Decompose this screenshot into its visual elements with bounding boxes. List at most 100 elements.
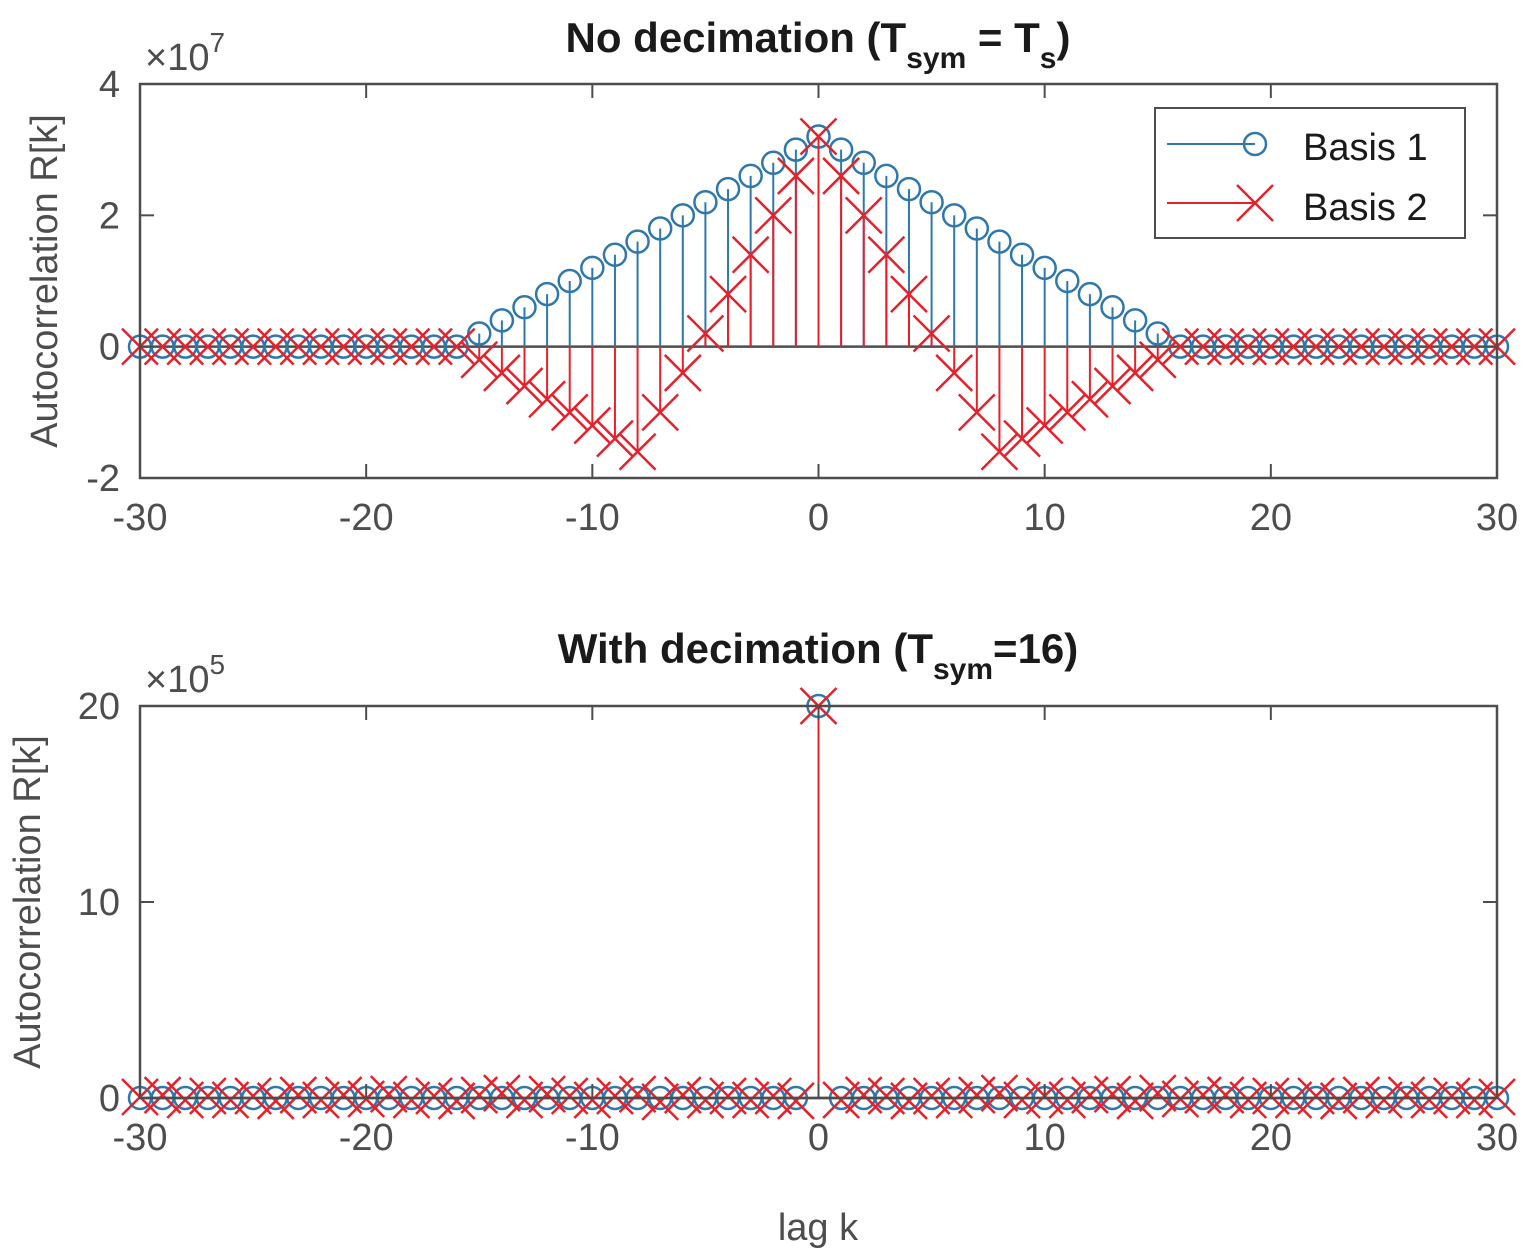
x-tick-label: 0: [808, 1117, 829, 1159]
y-tick-label: 20: [78, 686, 120, 728]
y-tick-label: 0: [99, 327, 120, 369]
marker-circle: [693, 189, 718, 215]
marker-x: [505, 367, 544, 405]
marker-circle: [715, 176, 741, 202]
title-end: ): [1056, 14, 1070, 61]
title-end: =16): [993, 625, 1078, 672]
x-tick-label: -10: [565, 1117, 620, 1159]
marker-x: [1116, 1082, 1155, 1120]
legend-marker-x: [1236, 184, 1274, 222]
marker-x: [1274, 1081, 1313, 1119]
marker-x: [302, 1081, 340, 1119]
marker-x: [1003, 419, 1041, 458]
x-tick-label: 30: [1476, 497, 1518, 539]
marker-circle: [919, 189, 944, 215]
marker-x: [460, 340, 499, 379]
legend-box: [1154, 107, 1466, 239]
marker-circle: [489, 308, 515, 333]
marker-x: [844, 196, 883, 235]
marker-x: [686, 314, 725, 353]
marker-circle: [964, 216, 990, 241]
y-axis-label-top: Autocorrelation R[k]: [24, 114, 66, 448]
axis-ticks-bottom: -30 -20 -10 0 10 20 30 0 10 20: [78, 686, 1518, 1159]
marker-x: [1025, 406, 1064, 445]
x-tick-label: -20: [339, 1117, 394, 1159]
marker-x: [392, 1081, 431, 1119]
marker-x: [369, 1075, 408, 1113]
marker-x: [957, 393, 996, 432]
marker-x: [143, 1076, 182, 1114]
title-sub-sym: sym: [906, 42, 966, 75]
title-sub-sym: sym: [933, 653, 993, 686]
marker-x: [731, 1081, 770, 1119]
legend-label-basis2: Basis 2: [1303, 187, 1428, 229]
marker-x: [1432, 1077, 1471, 1115]
marker-x: [890, 1082, 928, 1120]
marker-circle: [534, 281, 560, 307]
marker-x: [324, 1076, 363, 1114]
chart-title-top: No decimation (Tsym = Ts): [566, 14, 1071, 75]
marker-x: [867, 235, 906, 274]
marker-x: [1297, 1077, 1335, 1115]
x-tick-label: 20: [1250, 497, 1292, 539]
marker-circle: [1055, 268, 1080, 294]
marker-circle: [670, 203, 696, 228]
marker-x: [573, 406, 612, 445]
marker-x: [912, 1077, 951, 1115]
series-basis-2: [121, 687, 1516, 1121]
marker-x: [437, 1082, 476, 1120]
marker-x: [528, 380, 566, 419]
marker-circle: [874, 163, 899, 189]
x-tick-label: -20: [339, 497, 394, 539]
y-tick-label: -2: [86, 458, 120, 500]
marker-x: [822, 1081, 861, 1119]
marker-x: [980, 1074, 1019, 1112]
y-multiplier-base: ×10: [145, 659, 209, 701]
marker-x: [415, 1077, 453, 1115]
marker-circle: [1032, 255, 1057, 281]
marker-x: [1116, 354, 1155, 392]
marker-circle: [580, 255, 605, 281]
y-tick-label: 0: [99, 1078, 120, 1120]
marker-circle: [941, 203, 967, 228]
marker-x: [482, 1074, 521, 1112]
marker-x: [641, 393, 680, 432]
marker-x: [663, 354, 702, 392]
marker-x: [663, 1076, 702, 1114]
marker-circle: [647, 216, 673, 241]
marker-circle: [625, 229, 650, 254]
y-tick-label: 2: [99, 195, 120, 237]
marker-x: [1071, 380, 1109, 419]
marker-x: [573, 1081, 612, 1119]
marker-circle: [602, 242, 628, 267]
marker-x: [618, 432, 657, 471]
marker-x: [686, 1081, 725, 1119]
legend-label-basis1: Basis 1: [1303, 127, 1428, 169]
marker-x: [935, 354, 974, 392]
marker-x: [1410, 1081, 1449, 1119]
marker-x: [596, 419, 634, 458]
marker-x: [166, 1081, 205, 1119]
panel-with-decimation: -30 -20 -10 0 10 20 30 0 10 20 With decimation (T…: [7, 625, 1518, 1249]
marker-x: [731, 235, 770, 274]
legend-marker-circle: [1242, 131, 1268, 157]
marker-x: [935, 1081, 974, 1119]
marker-x: [1319, 1082, 1358, 1120]
y-multiplier-exp: 7: [209, 27, 225, 58]
marker-x: [256, 1082, 295, 1120]
marker-x: [709, 1077, 747, 1115]
marker-x: [234, 1077, 272, 1115]
marker-circle: [738, 163, 763, 189]
marker-circle: [987, 229, 1012, 254]
y-multiplier-top: ×107: [145, 27, 225, 79]
marker-x: [912, 314, 951, 353]
marker-circle: [557, 268, 582, 294]
marker-x: [641, 1083, 680, 1121]
marker-x: [437, 327, 476, 366]
title-main: With decimation (T: [558, 625, 934, 672]
x-tick-label: 20: [1250, 1117, 1292, 1159]
series-basis-2: [121, 117, 1516, 471]
